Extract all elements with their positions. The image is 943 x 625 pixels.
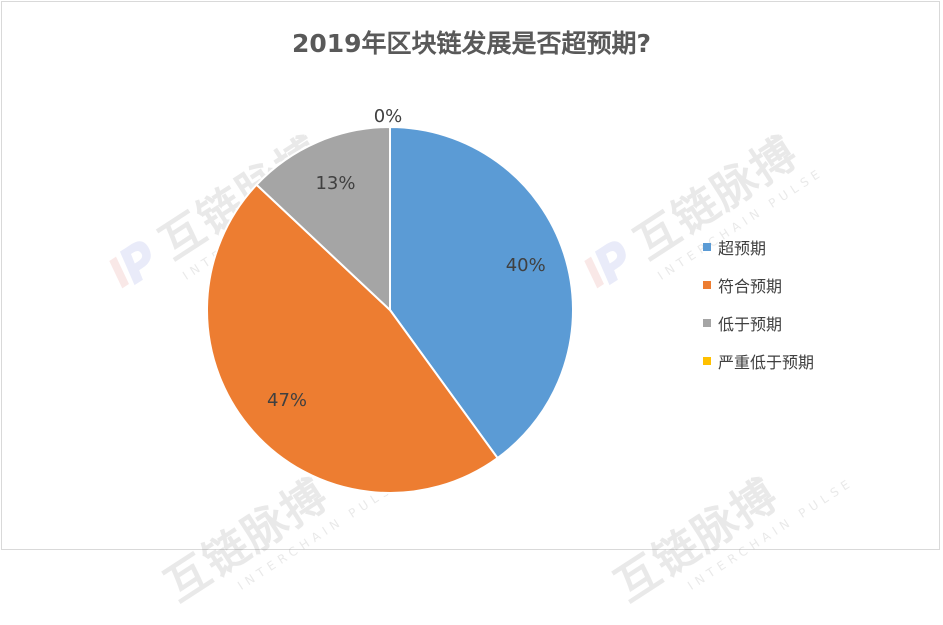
pie-slice <box>206 183 499 494</box>
data-label: 47% <box>267 390 307 411</box>
legend-swatch <box>703 281 711 289</box>
pie-slice <box>255 125 391 313</box>
legend-item: 符合预期 <box>703 266 814 304</box>
legend-item: 低于预期 <box>703 304 814 342</box>
legend-swatch <box>703 319 711 327</box>
pie-chart: 40% 47% 13% 0% <box>206 106 574 494</box>
data-label: 40% <box>506 255 546 276</box>
pie-slice <box>389 125 574 460</box>
data-label: 0% <box>374 106 403 127</box>
chart-title: 2019年区块链发展是否超预期? <box>291 29 652 58</box>
chart-legend: 超预期 符合预期 低于预期 严重低于预期 <box>703 228 814 380</box>
legend-swatch <box>703 243 711 251</box>
legend-item: 超预期 <box>703 228 814 266</box>
legend-label: 超预期 <box>718 239 767 258</box>
legend-swatch <box>703 357 711 365</box>
legend-label: 严重低于预期 <box>718 353 815 372</box>
legend-label: 符合预期 <box>718 277 783 296</box>
legend-label: 低于预期 <box>718 315 783 334</box>
data-label: 13% <box>315 173 355 194</box>
legend-item: 严重低于预期 <box>703 342 814 380</box>
